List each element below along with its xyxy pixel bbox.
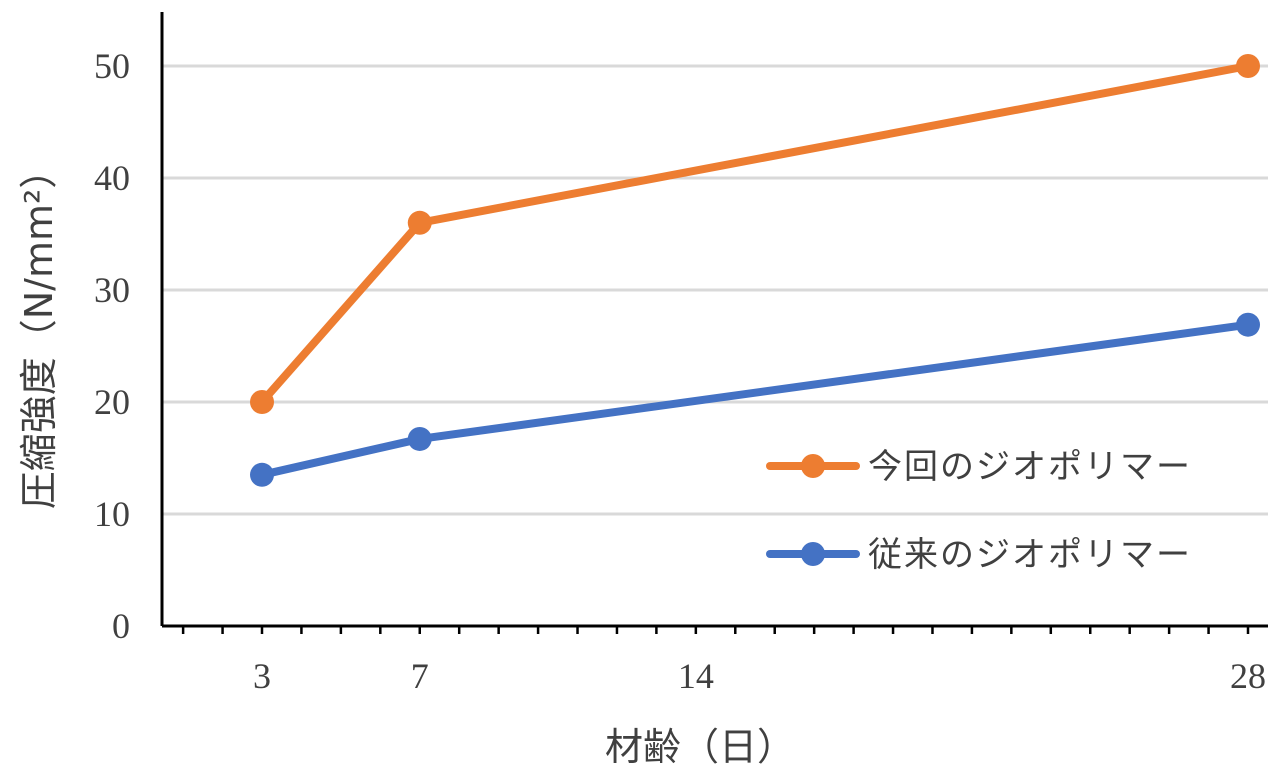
gridlines	[162, 64, 1268, 516]
series-group	[250, 54, 1260, 487]
x-tick-label-14: 14	[678, 656, 714, 696]
series-0-point-3	[250, 390, 274, 414]
y-axis-title: 圧縮強度（N/mm²）	[17, 151, 61, 510]
legend-label-1: 従来のジオポリマー	[868, 535, 1192, 575]
x-tick-label-3: 3	[253, 656, 271, 696]
legend-swatch-marker-1	[801, 542, 825, 566]
legend-swatch-marker-0	[801, 454, 825, 478]
y-tick-label-50: 50	[94, 46, 130, 86]
y-tick-label-40: 40	[94, 158, 130, 198]
series-0-point-7	[407, 210, 432, 235]
y-tick-label-30: 30	[94, 270, 130, 310]
series-0-point-28	[1236, 54, 1260, 78]
x-tick-labels: 3 7 14 28	[253, 656, 1266, 696]
series-1-point-28	[1236, 312, 1260, 337]
series-1-point-7	[407, 426, 432, 451]
series-1-point-3	[250, 462, 274, 487]
y-tick-label-10: 10	[94, 494, 130, 534]
x-tick-label-28: 28	[1230, 656, 1266, 696]
y-tick-label-0: 0	[112, 606, 130, 646]
series-line-0	[258, 62, 1252, 406]
x-tick-label-7: 7	[411, 656, 429, 696]
legend-label-0: 今回のジオポリマー	[868, 447, 1192, 487]
axes	[160, 12, 1268, 634]
y-tick-label-20: 20	[94, 382, 130, 422]
x-axis-title: 材齢（日）	[605, 725, 795, 769]
y-tick-labels: 0 10 20 30 40 50	[94, 46, 130, 646]
